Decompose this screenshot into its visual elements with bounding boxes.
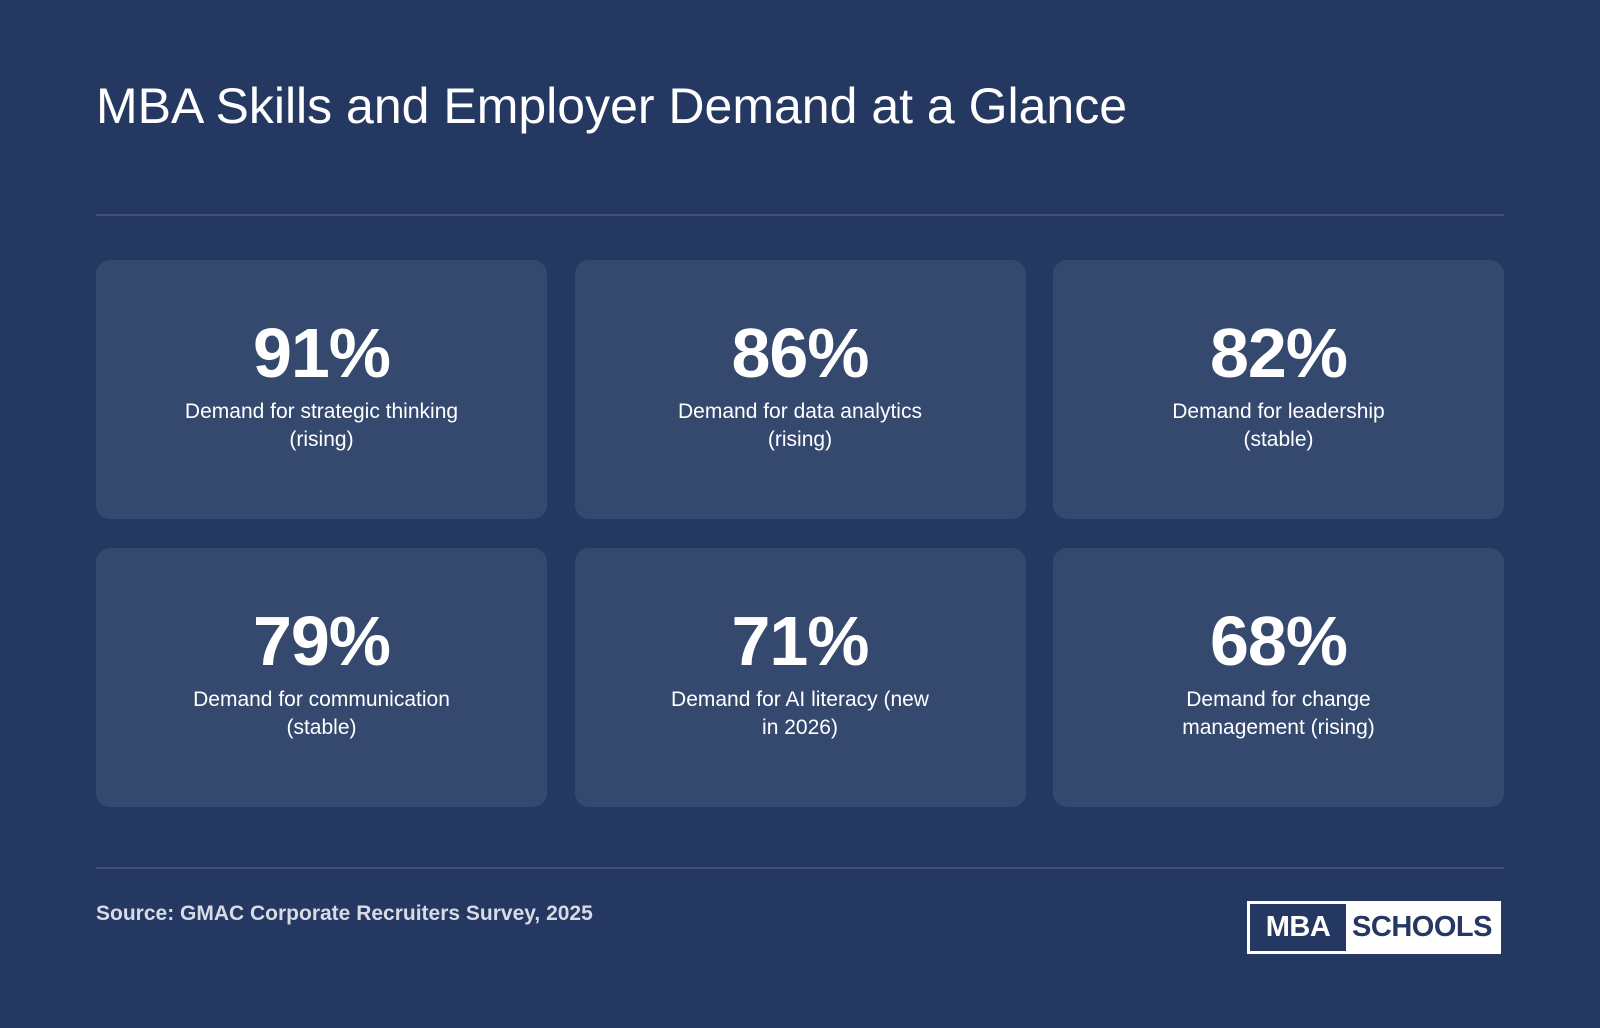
page-title: MBA Skills and Employer Demand at a Glan… — [96, 78, 1128, 134]
logo-left-text: MBA — [1250, 904, 1346, 951]
stats-grid: 91% Demand for strategic thinking (risin… — [96, 260, 1504, 807]
stat-card-strategic-thinking: 91% Demand for strategic thinking (risin… — [96, 260, 547, 519]
stat-label: Demand for data analytics (rising) — [678, 399, 922, 451]
stat-card-communication: 79% Demand for communication (stable) — [96, 548, 547, 807]
stat-value: 68% — [1209, 601, 1348, 680]
stat-label: Demand for leadership (stable) — [1172, 399, 1385, 451]
stat-value: 82% — [1209, 313, 1348, 392]
stat-value: 79% — [252, 601, 391, 680]
stat-card-leadership: 82% Demand for leadership (stable) — [1053, 260, 1504, 519]
stat-value: 91% — [252, 313, 391, 392]
stat-value: 86% — [731, 313, 869, 392]
stat-value: 71% — [731, 601, 869, 680]
stat-label: Demand for communication (stable) — [193, 687, 450, 739]
mba-schools-logo: MBA SCHOOLS — [1247, 901, 1501, 954]
top-divider — [96, 214, 1504, 216]
logo-right-text: SCHOOLS — [1346, 904, 1498, 951]
stat-label: Demand for strategic thinking (rising) — [184, 399, 459, 451]
stat-card-ai-literacy: 71% Demand for AI literacy (new in 2026) — [574, 548, 1026, 807]
stat-label: Demand for AI literacy (new in 2026) — [671, 687, 929, 739]
stat-card-data-analytics: 86% Demand for data analytics (rising) — [574, 260, 1026, 519]
stat-label: Demand for change management (rising) — [1182, 687, 1375, 739]
bottom-divider — [96, 867, 1504, 869]
stat-card-change-management: 68% Demand for change management (rising… — [1053, 548, 1504, 807]
source-note: Source: GMAC Corporate Recruiters Survey… — [96, 902, 593, 925]
